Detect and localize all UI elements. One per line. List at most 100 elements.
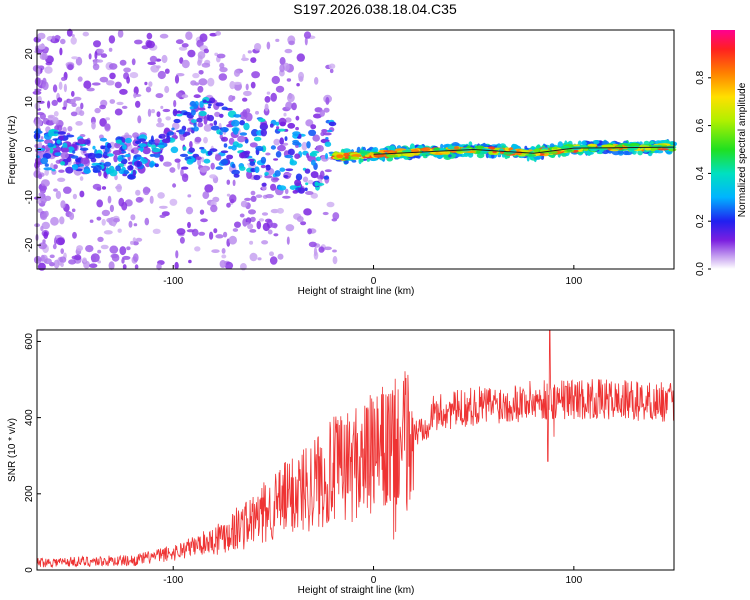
noise-blob bbox=[55, 190, 62, 200]
spectrogram-ridge bbox=[373, 146, 675, 155]
ridge-blob bbox=[233, 173, 240, 178]
ridge-blob bbox=[275, 121, 280, 126]
ridge-blob bbox=[198, 110, 207, 117]
noise-blob bbox=[175, 92, 183, 98]
noise-blob bbox=[313, 247, 318, 256]
noise-blob bbox=[89, 263, 98, 269]
ridge-blob bbox=[44, 163, 49, 167]
noise-blob bbox=[229, 194, 237, 203]
noise-blob bbox=[200, 218, 208, 223]
ridge-blob bbox=[306, 153, 310, 159]
noise-blob bbox=[328, 63, 336, 69]
noise-blob bbox=[244, 197, 252, 201]
noise-blob bbox=[119, 88, 128, 95]
noise-blob bbox=[38, 242, 47, 250]
noise-blob bbox=[114, 81, 122, 89]
noise-blob bbox=[165, 116, 171, 121]
noise-blob bbox=[267, 229, 273, 235]
noise-blob bbox=[258, 218, 265, 222]
noise-blob bbox=[295, 115, 300, 121]
noise-blob bbox=[40, 254, 45, 262]
noise-blob bbox=[113, 218, 120, 223]
noise-blob bbox=[211, 249, 220, 254]
ridge-blob bbox=[359, 158, 364, 163]
noise-blob bbox=[286, 78, 292, 82]
noise-blob bbox=[325, 96, 330, 105]
noise-blob bbox=[323, 246, 332, 251]
noise-blob bbox=[178, 46, 188, 51]
ridge-blob bbox=[276, 126, 280, 130]
noise-blob bbox=[156, 122, 165, 128]
ridge-center-line bbox=[373, 146, 675, 155]
ridge-blob bbox=[178, 129, 186, 135]
noise-blob bbox=[175, 39, 184, 45]
noise-blob bbox=[203, 48, 209, 54]
ridge-blob bbox=[249, 142, 258, 148]
ridge-blob bbox=[289, 160, 298, 166]
ridge-blob bbox=[83, 168, 91, 174]
noise-blob bbox=[40, 225, 44, 232]
noise-blob bbox=[53, 164, 58, 170]
noise-blob bbox=[305, 119, 314, 127]
ridge-blob bbox=[297, 187, 305, 194]
ridge-blob bbox=[136, 161, 141, 167]
noise-blob bbox=[283, 112, 287, 117]
noise-blob bbox=[44, 66, 53, 74]
noise-blob bbox=[163, 161, 172, 167]
noise-blob bbox=[319, 170, 325, 180]
ridge-blob bbox=[328, 121, 337, 127]
noise-blob bbox=[203, 115, 208, 125]
noise-blob bbox=[164, 85, 170, 94]
noise-blob bbox=[133, 223, 138, 227]
ridge-blob bbox=[440, 143, 444, 150]
ridge-blob bbox=[206, 114, 210, 121]
ridge-blob bbox=[140, 158, 148, 164]
ridge-blob bbox=[193, 122, 197, 127]
ridge-blob bbox=[269, 123, 274, 128]
noise-blob bbox=[164, 68, 170, 74]
noise-blob bbox=[245, 112, 253, 122]
ridge-blob bbox=[115, 165, 121, 172]
ridge-blob bbox=[308, 129, 317, 136]
noise-blob bbox=[226, 193, 231, 197]
ridge-blob bbox=[101, 145, 106, 150]
noise-blob bbox=[291, 102, 297, 111]
ridge-blob bbox=[289, 185, 297, 191]
noise-blob bbox=[189, 141, 193, 149]
noise-blob bbox=[243, 90, 252, 97]
ridge-blob bbox=[592, 140, 600, 145]
noise-blob bbox=[269, 251, 274, 257]
ridge-blob bbox=[278, 185, 287, 191]
ridge-blob bbox=[188, 147, 195, 153]
noise-blob bbox=[92, 183, 102, 190]
noise-blob bbox=[177, 161, 181, 170]
snr-ytick-label: 600 bbox=[24, 333, 35, 350]
noise-blob bbox=[123, 67, 131, 73]
noise-blob bbox=[42, 77, 47, 85]
ridge-blob bbox=[47, 142, 51, 146]
noise-blob bbox=[271, 75, 280, 85]
noise-blob bbox=[72, 193, 77, 200]
ridge-blob bbox=[316, 145, 324, 152]
ridge-blob bbox=[67, 156, 72, 163]
noise-blob bbox=[61, 76, 66, 81]
noise-blob bbox=[94, 107, 101, 114]
noise-blob bbox=[67, 64, 74, 71]
noise-blob bbox=[295, 126, 299, 131]
ridge-blob bbox=[65, 166, 74, 174]
noise-blob bbox=[92, 63, 100, 71]
noise-blob bbox=[132, 241, 139, 246]
noise-blob bbox=[47, 100, 51, 109]
ridge-blob bbox=[254, 166, 260, 173]
colorbar-tick-label: 0.4 bbox=[695, 166, 706, 180]
spectrogram-ytick-label: -20 bbox=[24, 237, 35, 252]
noise-blob bbox=[48, 116, 54, 121]
ridge-blob bbox=[287, 148, 295, 156]
colorbar-label: Normalized spectral amplitude bbox=[737, 82, 748, 217]
noise-blob bbox=[326, 201, 335, 208]
noise-blob bbox=[99, 118, 107, 127]
noise-blob bbox=[71, 255, 79, 260]
noise-blob bbox=[304, 36, 308, 46]
ridge-blob bbox=[454, 153, 463, 157]
noise-blob bbox=[156, 263, 162, 271]
